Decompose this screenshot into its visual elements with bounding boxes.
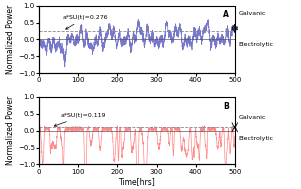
X-axis label: Time[hrs]: Time[hrs] bbox=[119, 177, 155, 186]
Text: Electrolytic: Electrolytic bbox=[239, 42, 274, 47]
Y-axis label: Normalized Power: Normalized Power bbox=[6, 5, 15, 74]
Text: Electrolytic: Electrolytic bbox=[239, 136, 274, 141]
Text: Galvanic: Galvanic bbox=[239, 115, 266, 120]
Text: a*SU(t)=0.276: a*SU(t)=0.276 bbox=[63, 15, 108, 29]
Text: a*SU(t)=0.119: a*SU(t)=0.119 bbox=[54, 113, 106, 126]
Text: B: B bbox=[223, 102, 229, 111]
Text: A: A bbox=[223, 10, 229, 19]
Text: Galvanic: Galvanic bbox=[239, 11, 266, 16]
Y-axis label: Normalized Power: Normalized Power bbox=[6, 96, 15, 165]
